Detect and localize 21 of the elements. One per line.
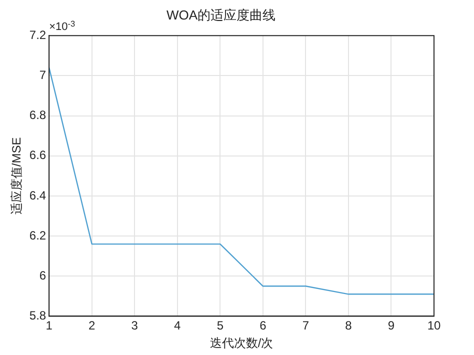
y-tick-label: 5.8 <box>29 308 46 323</box>
x-tick-label: 9 <box>388 318 395 333</box>
y-tick-label: 6.4 <box>29 188 46 202</box>
y-tick-label: 6.8 <box>29 108 46 122</box>
x-tick-label: 6 <box>260 318 267 333</box>
y-tick-label: 6.2 <box>29 228 46 242</box>
x-tick-label: 2 <box>88 318 96 333</box>
y-tick-label: 6 <box>39 268 46 282</box>
x-tick-label: 4 <box>174 318 182 333</box>
y-tick-label: 7.2 <box>29 28 46 42</box>
y-axis-title: 适应度值/MSE <box>10 137 24 215</box>
x-tick-label: 8 <box>345 318 352 333</box>
x-tick-label: 1 <box>46 318 53 333</box>
chart-title: WOA的适应度曲线 <box>166 7 276 22</box>
x-tick-label: 5 <box>216 318 224 333</box>
y-tick-label: 7 <box>39 68 46 82</box>
y-tick-label: 6.6 <box>29 148 46 162</box>
x-axis-title: 迭代次数/次 <box>210 336 274 350</box>
x-tick-label: 7 <box>302 318 310 333</box>
x-tick-label: 10 <box>427 318 441 333</box>
x-tick-label: 3 <box>131 318 138 333</box>
